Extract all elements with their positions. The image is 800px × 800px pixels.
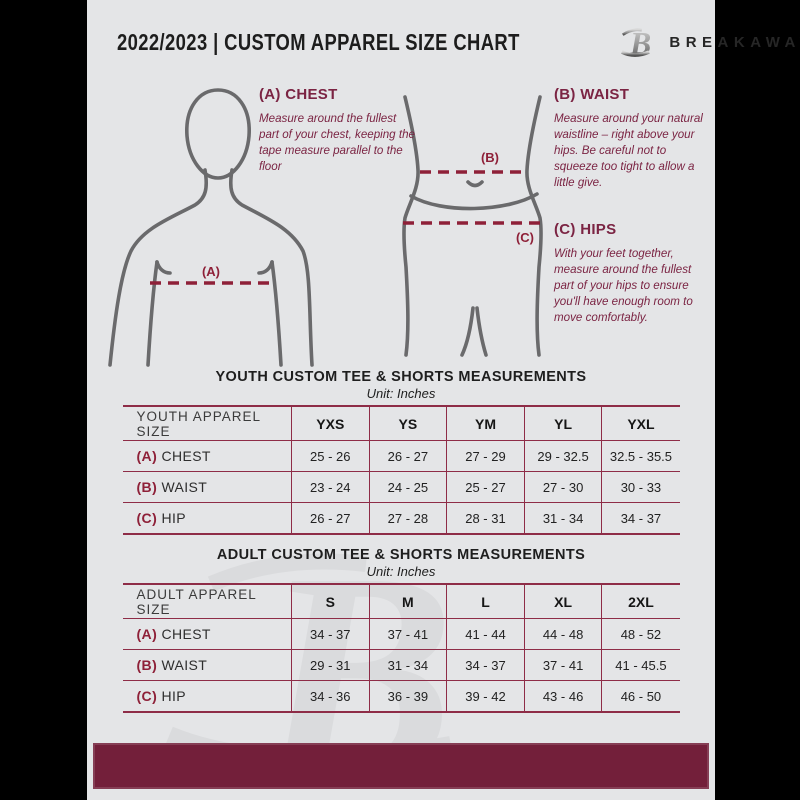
adult-size-table: ADULT APPAREL SIZE S M L XL 2XL (A) CHES…	[122, 583, 680, 713]
measurement-cell: 30 - 33	[601, 471, 680, 503]
row-label-waist: (B) WAIST	[123, 472, 292, 503]
adult-waist-row: (B) WAIST 29 - 31 31 - 34 34 - 37 37 - 4…	[122, 649, 680, 681]
measurement-cell: 48 - 52	[601, 618, 680, 650]
adult-measurements-section: ADULT CUSTOM TEE & SHORTS MEASUREMENTS U…	[87, 547, 715, 713]
measurement-cell: 27 - 28	[368, 502, 447, 534]
size-header-ym: YM	[446, 406, 525, 441]
measurement-cell: 32.5 - 35.5	[601, 440, 680, 472]
measurement-cell: 24 - 25	[368, 471, 447, 503]
adult-table-title: ADULT CUSTOM TEE & SHORTS MEASUREMENTS	[216, 547, 586, 563]
measurement-cell: 34 - 37	[446, 649, 525, 681]
size-chart-page: 2022/2023 | CUSTOM APPAREL SIZE CHART B	[87, 0, 800, 800]
waist-instruction-title: (B) WAIST	[554, 86, 630, 103]
measurement-cell: 23 - 24	[291, 471, 370, 503]
measurement-cell: 43 - 46	[523, 680, 602, 712]
youth-measurements-section: YOUTH CUSTOM TEE & SHORTS MEASUREMENTS U…	[87, 369, 715, 535]
measurement-cell: 34 - 36	[291, 680, 370, 712]
size-header-yxs: YXS	[291, 406, 370, 441]
adult-hip-row: (C) HIP 34 - 36 36 - 39 39 - 42 43 - 46 …	[122, 680, 680, 713]
row-title: HIP	[161, 688, 186, 704]
measurement-cell: 31 - 34	[523, 502, 602, 534]
youth-table-title: YOUTH CUSTOM TEE & SHORTS MEASUREMENTS	[215, 369, 587, 385]
size-header-s: S	[291, 584, 370, 619]
row-prefix: (C)	[136, 510, 158, 526]
hips-instruction-text: With your feet together, measure around …	[554, 247, 693, 324]
brand-wordmark: BREAKAWAY	[669, 33, 800, 51]
youth-size-column-header: YOUTH APPAREL SIZE	[136, 408, 261, 439]
measurement-cell: 26 - 27	[368, 440, 447, 472]
youth-hip-row: (C) HIP 26 - 27 27 - 28 28 - 31 31 - 34 …	[122, 502, 680, 535]
hips-instruction: (C) HIPS With your feet together, measur…	[554, 221, 712, 326]
hips-instruction-title: (C) HIPS	[554, 221, 617, 238]
row-prefix: (B)	[136, 657, 158, 673]
page-header: 2022/2023 | CUSTOM APPAREL SIZE CHART B	[117, 20, 800, 64]
measurement-cell: 36 - 39	[368, 680, 447, 712]
waist-instruction: (B) WAIST Measure around your natural wa…	[554, 86, 712, 191]
row-title: CHEST	[161, 448, 211, 464]
size-header-2xl: 2XL	[601, 584, 680, 619]
hips-diagram: (B) (C)	[402, 95, 543, 357]
row-prefix: (C)	[136, 688, 158, 704]
chest-marker-label: (A)	[202, 264, 220, 279]
size-header-m: M	[368, 584, 447, 619]
torso-diagram: (A)	[108, 88, 314, 367]
row-title: CHEST	[161, 626, 211, 642]
page-title: 2022/2023 | CUSTOM APPAREL SIZE CHART	[117, 28, 520, 55]
waist-marker-label: (B)	[481, 150, 499, 165]
measurement-cell: 41 - 45.5	[601, 649, 680, 681]
row-label-chest: (A) CHEST	[123, 619, 292, 650]
breakaway-logo-icon: B	[621, 26, 652, 61]
hip-marker-label: (C)	[516, 230, 534, 245]
row-prefix: (A)	[136, 448, 158, 464]
measurement-cell: 27 - 30	[523, 471, 602, 503]
row-title: WAIST	[161, 657, 208, 673]
chest-instruction-title: (A) CHEST	[259, 86, 338, 103]
adult-header-row: ADULT APPAREL SIZE S M L XL 2XL	[122, 584, 680, 619]
row-label-chest: (A) CHEST	[123, 441, 292, 472]
youth-size-table: YOUTH APPAREL SIZE YXS YS YM YL YXL (A) …	[122, 405, 680, 535]
size-header-ys: YS	[368, 406, 447, 441]
row-title: HIP	[161, 510, 186, 526]
measurement-cell: 39 - 42	[446, 680, 525, 712]
measurement-cell: 29 - 32.5	[523, 440, 602, 472]
adult-table-unit: Unit: Inches	[366, 564, 436, 579]
measurement-cell: 25 - 27	[446, 471, 525, 503]
measurement-cell: 28 - 31	[446, 502, 525, 534]
brand: B BREAKAWAY	[620, 23, 800, 61]
row-label-waist: (B) WAIST	[123, 650, 292, 681]
row-label-hip: (C) HIP	[123, 681, 292, 713]
size-header-yl: YL	[523, 406, 602, 441]
measurement-cell: 41 - 44	[446, 618, 525, 650]
adult-size-column-header: ADULT APPAREL SIZE	[136, 586, 257, 617]
measurement-cell: 37 - 41	[523, 649, 602, 681]
row-prefix: (B)	[136, 479, 158, 495]
size-header-yxl: YXL	[601, 406, 680, 441]
adult-chest-row: (A) CHEST 34 - 37 37 - 41 41 - 44 44 - 4…	[122, 618, 680, 650]
row-prefix: (A)	[136, 626, 158, 642]
youth-header-row: YOUTH APPAREL SIZE YXS YS YM YL YXL	[122, 406, 680, 441]
measurement-cell: 37 - 41	[368, 618, 447, 650]
size-header-xl: XL	[523, 584, 602, 619]
chest-instruction-text: Measure around the fullest part of your …	[259, 112, 415, 173]
waist-instruction-text: Measure around your natural waistline – …	[554, 112, 703, 189]
size-header-l: L	[446, 584, 525, 619]
row-title: WAIST	[161, 479, 208, 495]
measurement-cell: 44 - 48	[523, 618, 602, 650]
measurement-cell: 34 - 37	[291, 618, 370, 650]
measurement-cell: 27 - 29	[446, 440, 525, 472]
youth-table-unit: Unit: Inches	[366, 386, 436, 401]
measurement-cell: 46 - 50	[601, 680, 680, 712]
measurement-cell: 29 - 31	[291, 649, 370, 681]
measurement-cell: 34 - 37	[601, 502, 680, 534]
measurement-cell: 25 - 26	[291, 440, 370, 472]
measurement-cell: 26 - 27	[291, 502, 370, 534]
chest-instruction: (A) CHEST Measure around the fullest par…	[259, 86, 415, 175]
youth-waist-row: (B) WAIST 23 - 24 24 - 25 25 - 27 27 - 3…	[122, 471, 680, 503]
youth-chest-row: (A) CHEST 25 - 26 26 - 27 27 - 29 29 - 3…	[122, 440, 680, 472]
measurement-cell: 31 - 34	[368, 649, 447, 681]
row-label-hip: (C) HIP	[123, 503, 292, 535]
footer-bar	[93, 743, 709, 789]
